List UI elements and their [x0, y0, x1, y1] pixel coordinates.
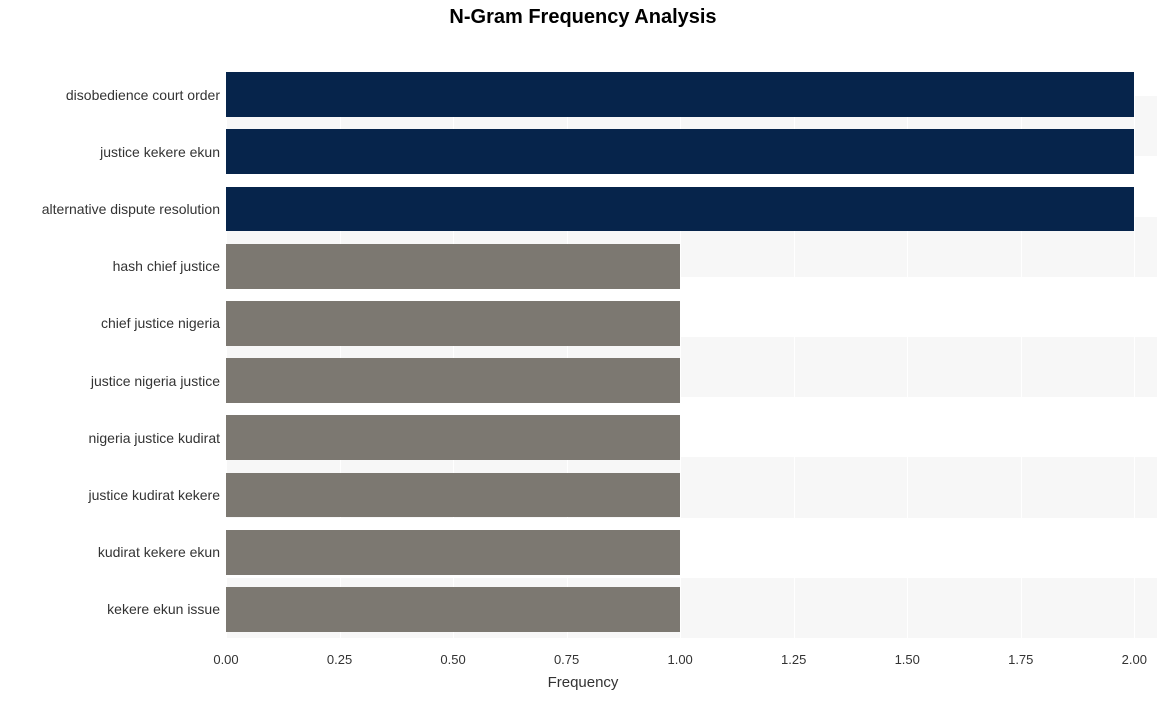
y-tick-label: chief justice nigeria: [101, 315, 220, 331]
x-tick-label: 1.50: [895, 652, 920, 667]
x-axis-title: Frequency: [0, 674, 1166, 691]
y-tick-label: kudirat kekere ekun: [98, 544, 220, 560]
y-tick-label: justice nigeria justice: [91, 373, 220, 389]
x-gridline: [1021, 36, 1022, 638]
x-gridline: [680, 36, 681, 638]
x-tick-label: 1.75: [1008, 652, 1033, 667]
x-gridline: [1134, 36, 1135, 638]
bar: [226, 187, 1134, 232]
x-tick-label: 0.25: [327, 652, 352, 667]
bar: [226, 415, 680, 460]
x-tick-label: 0.00: [213, 652, 238, 667]
x-tick-label: 1.00: [667, 652, 692, 667]
bar: [226, 301, 680, 346]
y-tick-label: justice kekere ekun: [100, 144, 220, 160]
x-tick-label: 2.00: [1122, 652, 1147, 667]
ngram-frequency-chart: N-Gram Frequency Analysis Frequency diso…: [0, 0, 1166, 701]
y-tick-label: nigeria justice kudirat: [88, 430, 220, 446]
bar: [226, 129, 1134, 174]
bar: [226, 244, 680, 289]
bar: [226, 587, 680, 632]
x-gridline: [794, 36, 795, 638]
x-gridline: [907, 36, 908, 638]
y-tick-label: kekere ekun issue: [107, 601, 220, 617]
plot-area: [226, 36, 1157, 638]
y-tick-label: hash chief justice: [113, 258, 220, 274]
bar: [226, 72, 1134, 117]
y-tick-label: disobedience court order: [66, 87, 220, 103]
y-tick-label: justice kudirat kekere: [88, 487, 220, 503]
y-tick-label: alternative dispute resolution: [42, 201, 220, 217]
x-tick-label: 1.25: [781, 652, 806, 667]
bar: [226, 473, 680, 518]
chart-title: N-Gram Frequency Analysis: [0, 6, 1166, 29]
x-tick-label: 0.75: [554, 652, 579, 667]
x-tick-label: 0.50: [440, 652, 465, 667]
bar: [226, 358, 680, 403]
bar: [226, 530, 680, 575]
